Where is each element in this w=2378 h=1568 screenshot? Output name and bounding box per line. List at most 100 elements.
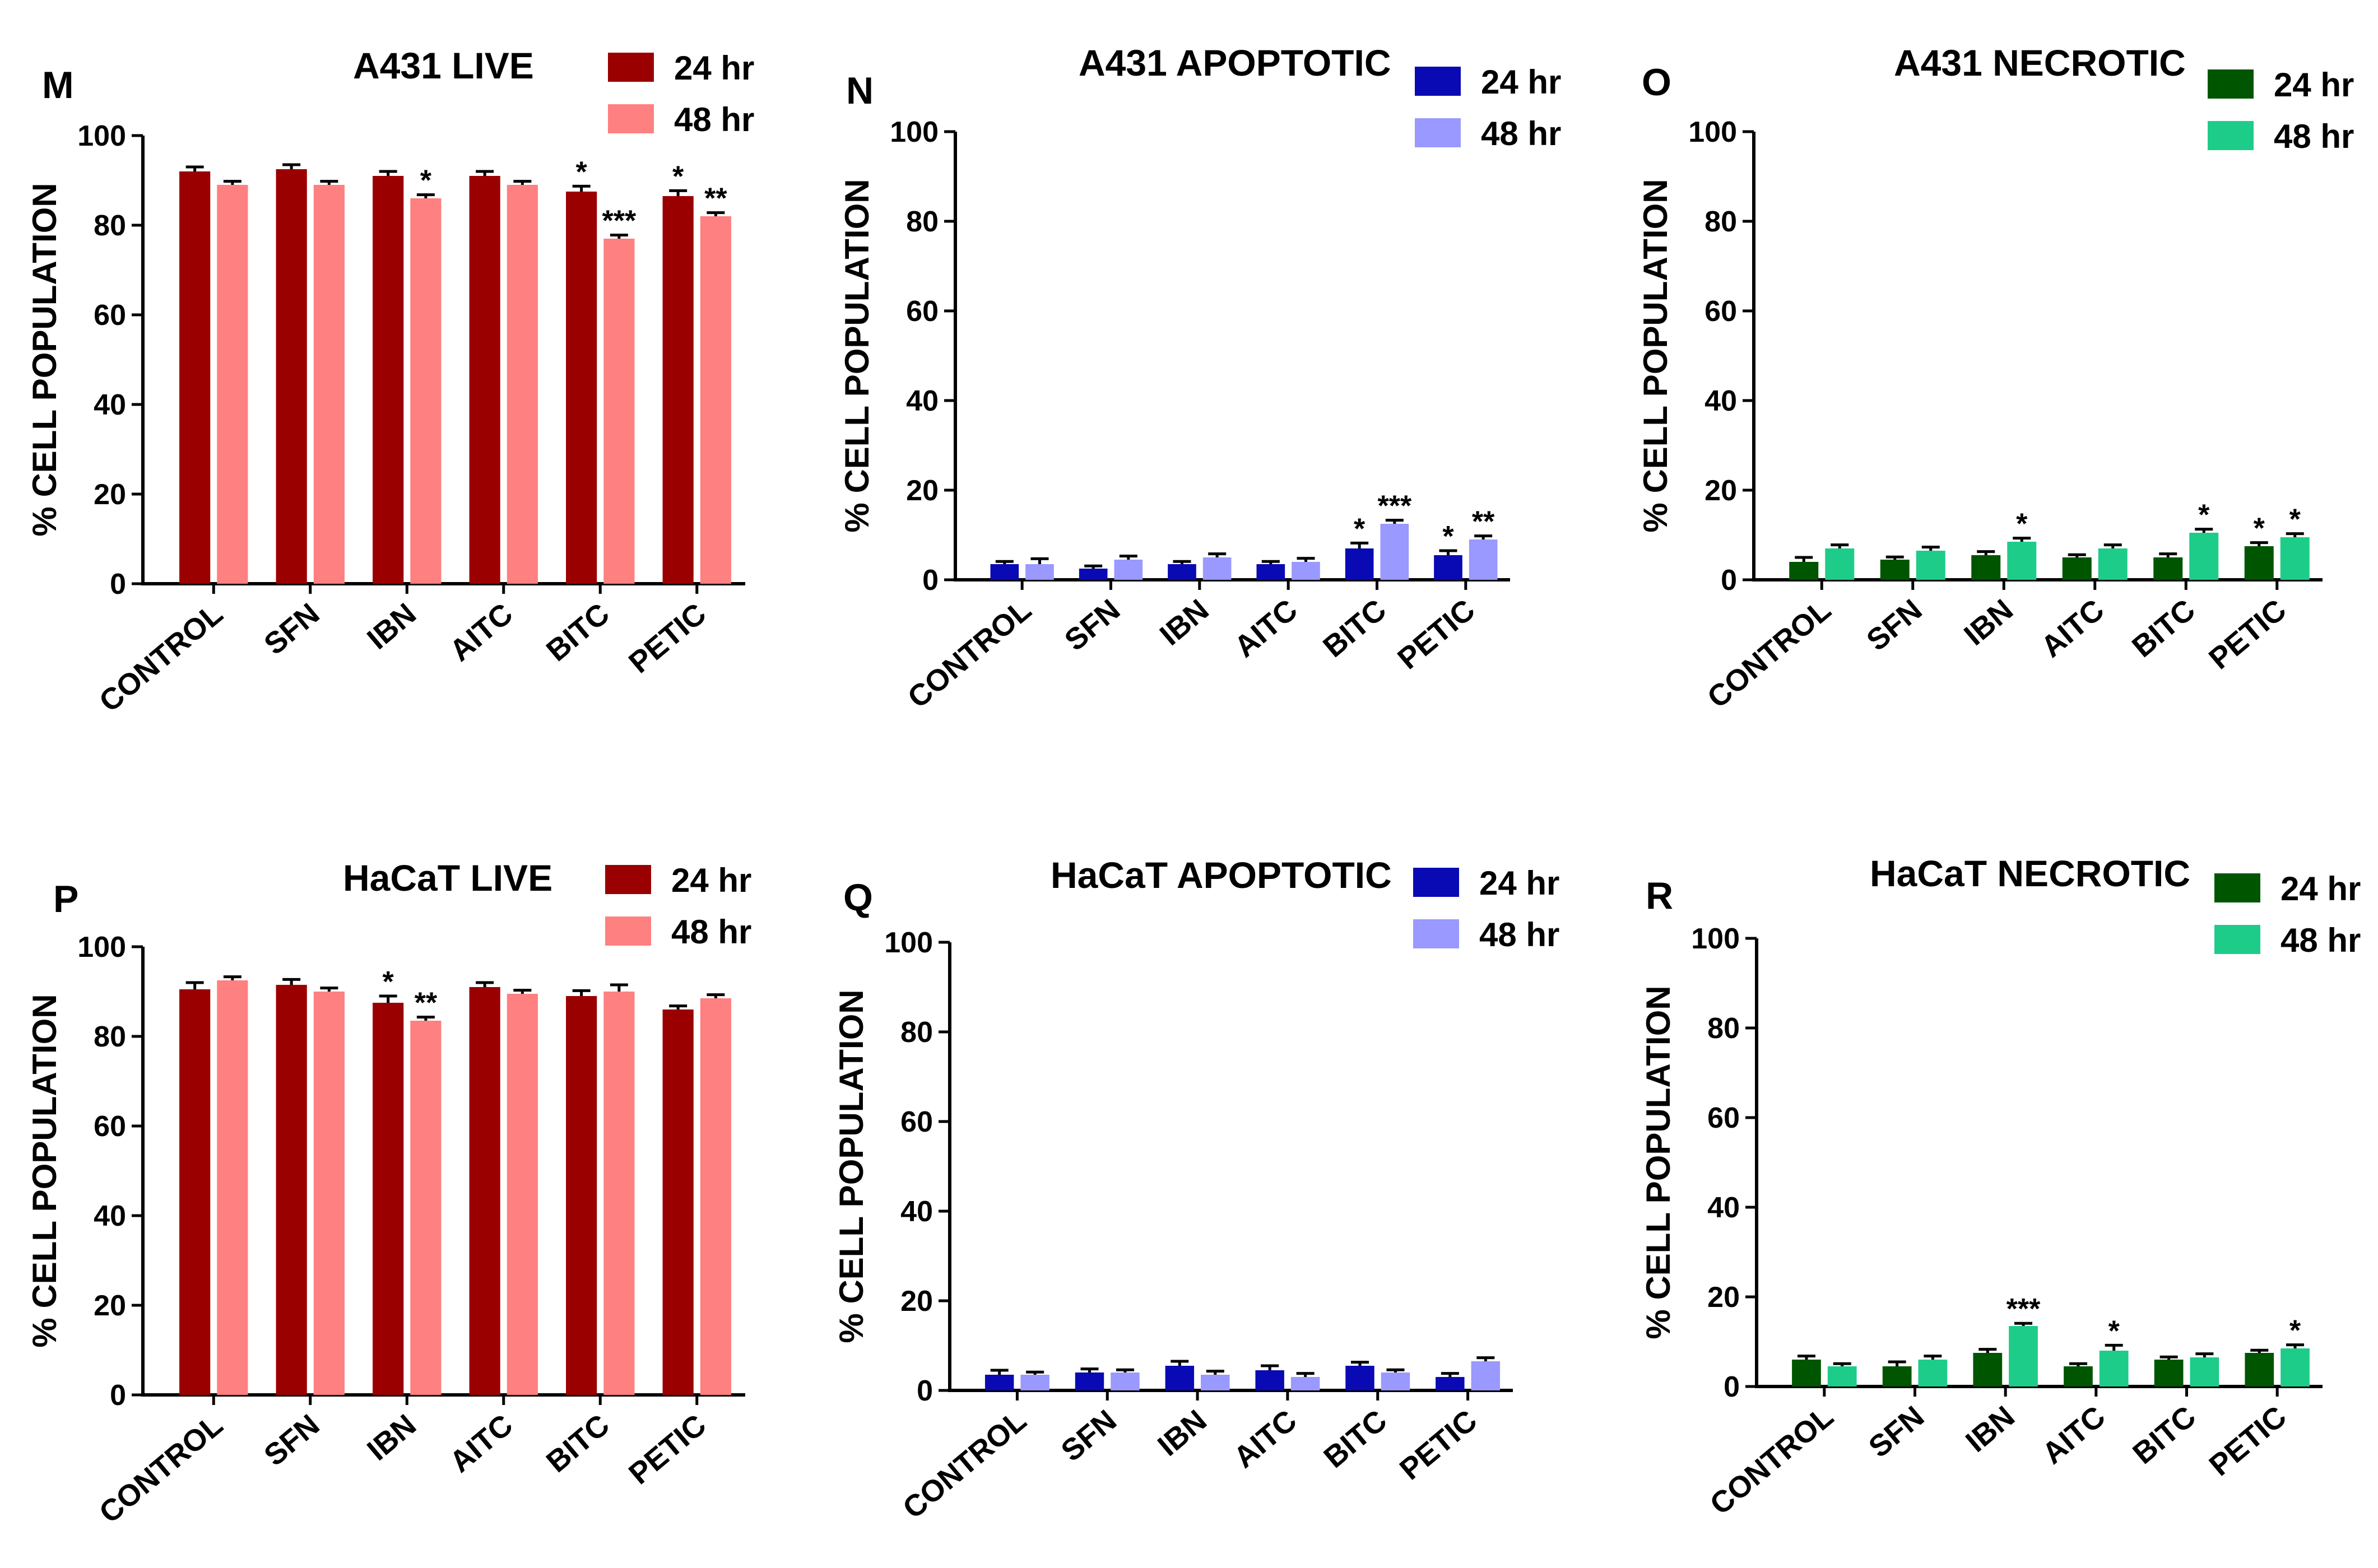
legend-swatch <box>1415 67 1461 96</box>
y-tick-label: 100 <box>1691 923 1740 955</box>
bar-ibn-24hr <box>1165 1366 1195 1390</box>
error-bar <box>995 560 1014 564</box>
error-bar <box>379 170 397 176</box>
legend-label: 48 hr <box>671 913 751 951</box>
y-tick-label: 20 <box>906 474 939 507</box>
bar-aitc-48hr <box>2099 1351 2129 1386</box>
bar-ibn-24hr <box>373 1003 404 1395</box>
error-bar <box>416 1016 435 1021</box>
bar-control-24hr <box>1792 1360 1821 1386</box>
bar-aitc-24hr <box>469 176 500 584</box>
error-bar <box>1441 1372 1459 1377</box>
y-axis-label: % CELL POPULATION <box>26 994 63 1347</box>
x-tick-label: CONTROL <box>93 597 229 719</box>
bar-aitc-48hr <box>1290 1377 1320 1390</box>
significance-marker: * <box>576 156 588 188</box>
significance-marker: * <box>2016 508 2028 541</box>
error-bar <box>1474 534 1493 539</box>
error-bar <box>1921 546 1940 551</box>
y-tick-label: 80 <box>900 1016 933 1049</box>
panel-letter: P <box>53 878 78 920</box>
bar-control-24hr <box>990 564 1019 580</box>
x-tick-label: AITC <box>2035 593 2110 664</box>
bar-petic-24hr <box>2245 1353 2274 1386</box>
panel-letter: R <box>1646 874 1673 917</box>
error-bar <box>1924 1355 1942 1360</box>
bar-control-48hr <box>217 980 248 1395</box>
legend-swatch <box>2208 121 2254 150</box>
x-tick-label: AITC <box>1228 1403 1303 1474</box>
error-bar <box>1795 556 1813 562</box>
significance-marker: * <box>2289 1315 2301 1347</box>
significance-marker: *** <box>1377 490 1411 523</box>
bar-aitc-24hr <box>1256 564 1285 580</box>
bar-sfn-24hr <box>1882 1366 1912 1386</box>
error-bar <box>2159 1355 2178 1360</box>
significance-marker: * <box>420 165 432 197</box>
significance-marker: ** <box>1472 506 1495 538</box>
chart-panel-m: M A431 LIVE 24 hr 48 hr % CELL POPULATION 0 20… <box>26 45 754 719</box>
bar-sfn-24hr <box>1075 1372 1104 1390</box>
legend-label: 24 hr <box>671 862 751 899</box>
x-tick-label: SFN <box>1055 1403 1123 1468</box>
y-tick-label: 40 <box>1704 385 1737 417</box>
bar-sfn-24hr <box>1880 560 1910 580</box>
legend-swatch <box>605 865 651 894</box>
error-bar <box>1351 1361 1369 1366</box>
error-bar <box>990 1369 1009 1375</box>
y-tick-label: 0 <box>1721 564 1737 597</box>
error-bar <box>2069 1362 2087 1366</box>
error-bar <box>610 983 628 992</box>
legend-swatch <box>2214 925 2260 954</box>
bar-sfn-24hr <box>276 985 307 1395</box>
error-bar <box>185 165 204 171</box>
chart-title: A431 NECROTIC <box>1894 42 2186 83</box>
x-tick-label: IBN <box>361 1408 422 1467</box>
error-bar <box>1833 1362 1851 1366</box>
error-bar <box>185 981 204 989</box>
legend-swatch <box>608 53 654 82</box>
bar-bitc-48hr <box>603 239 635 584</box>
error-bar <box>223 180 241 185</box>
y-tick-label: 60 <box>94 299 126 332</box>
bar-aitc-48hr <box>2098 548 2128 580</box>
bar-bitc-48hr <box>2190 1357 2219 1386</box>
bar-bitc-24hr <box>566 996 597 1395</box>
y-tick-label: 60 <box>1707 1102 1740 1134</box>
error-bar <box>476 170 494 176</box>
x-tick-label: CONTROL <box>897 1403 1033 1525</box>
y-tick-label: 40 <box>94 1200 126 1232</box>
y-tick-label: 60 <box>906 295 939 328</box>
error-bar <box>2286 532 2304 537</box>
x-tick-label: BITC <box>540 1408 616 1479</box>
error-bar <box>282 163 301 169</box>
legend-swatch <box>1413 919 1459 948</box>
y-tick-label: 0 <box>1724 1371 1740 1403</box>
panel-letter: Q <box>843 876 873 919</box>
bar-petic-48hr <box>1471 1361 1501 1390</box>
bar-ibn-48hr <box>1202 557 1232 580</box>
bar-ibn-48hr <box>1201 1375 1230 1390</box>
error-bar <box>2195 528 2213 533</box>
legend-label: 48 hr <box>674 101 754 138</box>
y-axis-label: % CELL POPULATION <box>1637 179 1674 532</box>
significance-marker: * <box>1442 520 1454 553</box>
significance-marker: * <box>1354 513 1366 545</box>
x-tick-label: PETIC <box>623 597 712 680</box>
chart-panel-o: O A431 NECROTIC 24 hr 48 hr % CELL POPULATIO… <box>1637 42 2354 715</box>
bar-ibn-48hr <box>2007 542 2037 580</box>
error-bar <box>2103 543 2122 548</box>
error-bar <box>707 993 725 998</box>
bar-ibn-24hr <box>373 176 404 584</box>
error-bar <box>320 987 338 992</box>
x-tick-label: CONTROL <box>1701 593 1837 715</box>
legend-swatch <box>2208 69 2254 99</box>
x-tick-label: PETIC <box>2203 1399 2292 1482</box>
bar-ibn-48hr <box>410 1021 442 1395</box>
error-bar <box>513 989 532 994</box>
error-bar <box>1261 1364 1279 1370</box>
bar-ibn-24hr <box>1168 564 1196 580</box>
x-tick-label: BITC <box>2126 593 2201 664</box>
bar-aitc-24hr <box>1255 1370 1284 1390</box>
x-tick-label: PETIC <box>1391 593 1481 676</box>
